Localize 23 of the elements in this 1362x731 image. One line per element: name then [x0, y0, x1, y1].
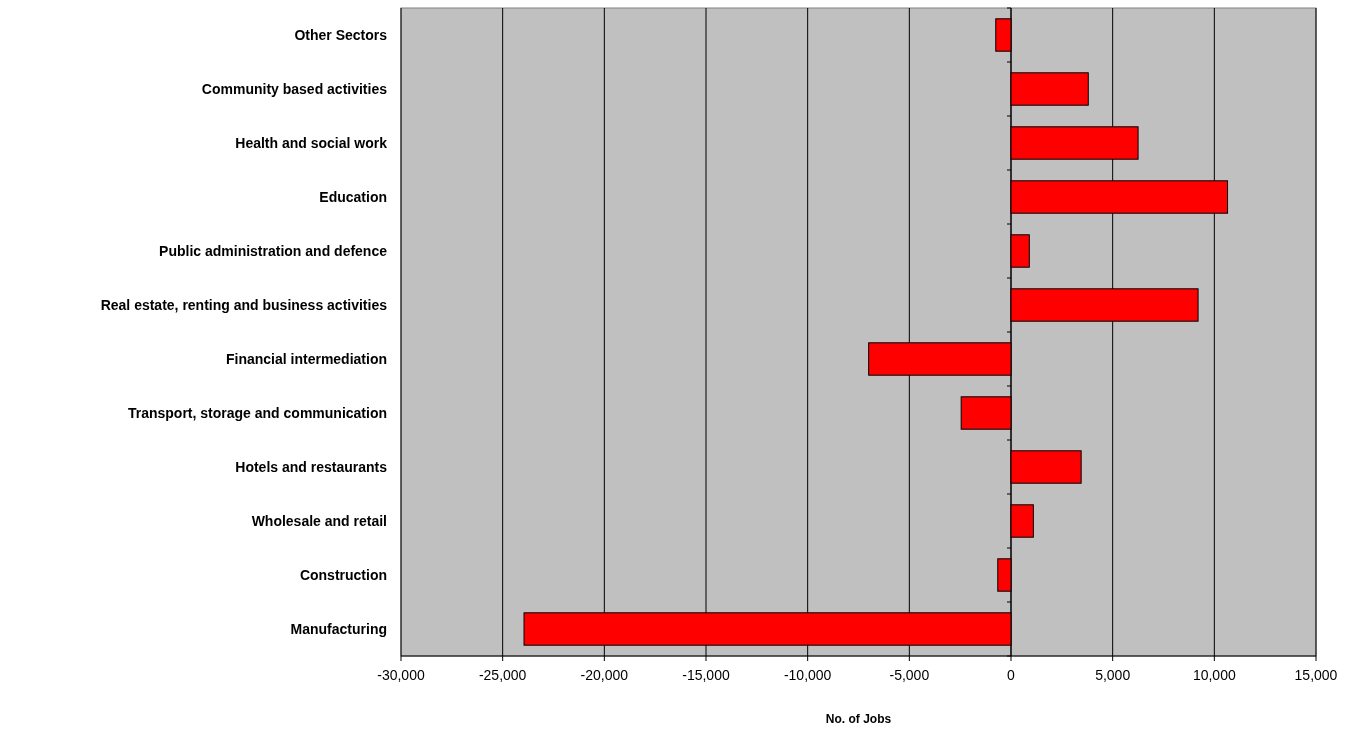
y-tick-label: Other Sectors [294, 26, 388, 43]
y-tick-label: Education [319, 188, 387, 205]
x-tick-label: 5,000 [1095, 667, 1131, 683]
x-tick-label: -30,000 [377, 667, 425, 683]
y-tick-label: Financial intermediation [225, 350, 387, 367]
y-tick-label: Community based activities [201, 80, 388, 97]
y-tick-label: Public administration and defence [159, 242, 388, 259]
x-tick-label: 0 [1007, 667, 1016, 683]
y-tick-label: Hotels and restaurants [235, 458, 388, 475]
x-tick-label: -25,000 [478, 667, 527, 683]
x-tick-label: -10,000 [783, 667, 832, 683]
x-tick-label: 15,000 [1294, 667, 1338, 683]
y-tick-label: Health and social work [235, 134, 388, 151]
x-tick-label: -5,000 [889, 667, 930, 683]
x-axis-title: No. of Jobs [825, 712, 892, 726]
x-tick-label: 10,000 [1192, 667, 1236, 683]
x-tick-label: -20,000 [580, 667, 629, 683]
x-tick-label: -15,000 [682, 667, 730, 683]
y-tick-label: Construction [299, 566, 387, 583]
y-tick-label: Wholesale and retail [251, 512, 387, 529]
y-tick-label: Manufacturing [290, 620, 387, 637]
y-tick-label: Real estate, renting and business activities [100, 296, 388, 313]
y-tick-label: Transport, storage and communication [127, 404, 387, 421]
